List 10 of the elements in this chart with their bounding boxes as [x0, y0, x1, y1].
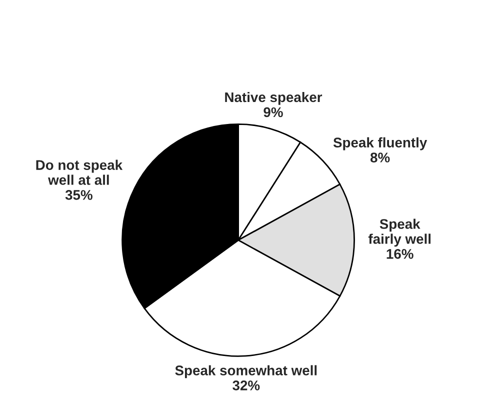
slice-label: Do not speak well at all [36, 160, 123, 185]
data-label: 8% [370, 152, 390, 162]
data-label: 32% [232, 380, 260, 390]
data-label: 35% [65, 190, 92, 200]
data-label: 9% [264, 107, 283, 118]
slice-label: Speak fluently [333, 137, 428, 150]
slice-label: Native speaker [225, 92, 322, 105]
slice-label: Speak somewhat well [175, 365, 317, 378]
data-label: 16% [386, 249, 414, 259]
slice-label: Speak fairly well [368, 218, 431, 247]
